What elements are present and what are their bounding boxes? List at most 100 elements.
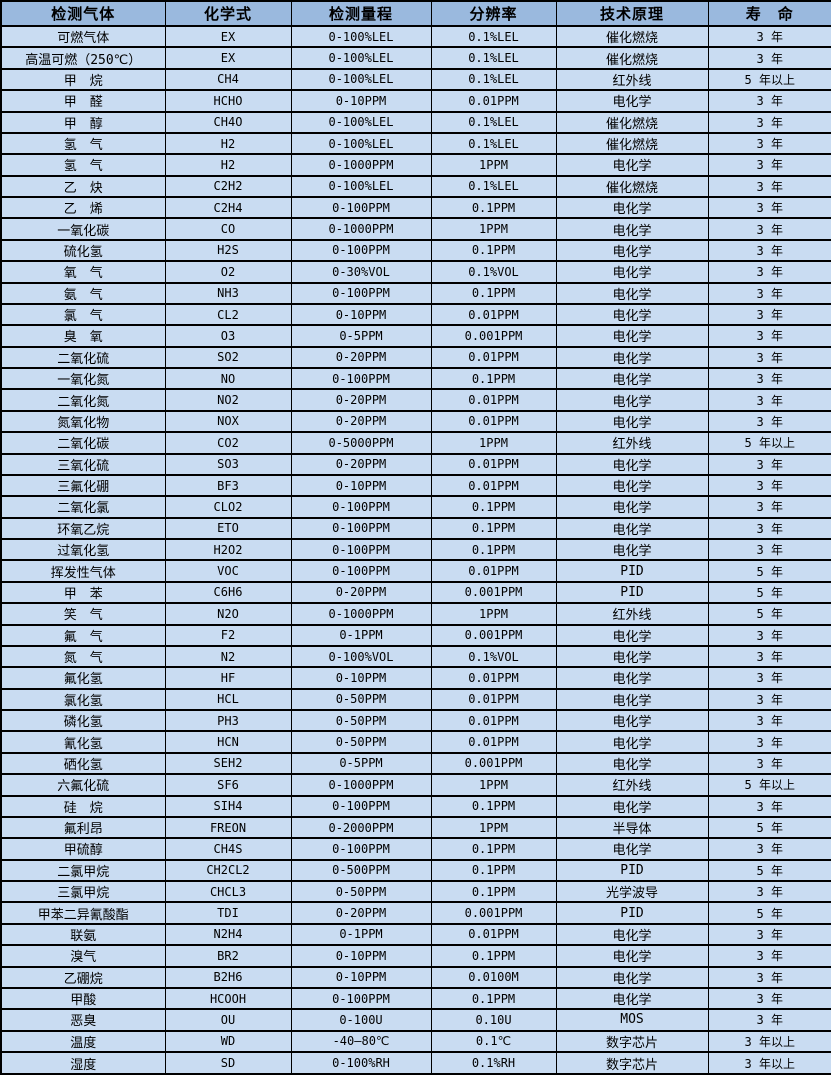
- table-cell: 红外线: [555, 602, 709, 626]
- table-cell: 二氧化硫: [0, 345, 166, 370]
- table-cell: 臭 氧: [0, 324, 166, 348]
- table-header: 检测气体 化学式 检测量程 分辨率 技术原理 寿 命: [0, 0, 831, 27]
- column-header-gas: 检测气体: [0, 0, 166, 27]
- table-row: 氯化氢 HCL 0-50PPM 0.01PPM 电化学 3 年: [0, 687, 831, 712]
- table-cell: 三氧化硫: [0, 452, 166, 476]
- table-cell: MOS: [555, 1008, 709, 1032]
- table-cell: 电化学: [555, 965, 709, 989]
- table-row: 甲硫醇 CH4S 0-100PPM 0.1PPM 电化学 3 年: [0, 837, 831, 861]
- table-cell: 电化学: [555, 516, 709, 541]
- table-cell: BF3: [164, 473, 292, 498]
- table-cell: 二氧化碳: [0, 431, 166, 455]
- table-cell: 1PPM: [430, 153, 557, 177]
- table-cell: 氟利昂: [0, 815, 166, 840]
- table-cell: 0.1PPM: [430, 281, 557, 305]
- table-cell: 3 年: [707, 837, 831, 861]
- table-cell: NH3: [164, 281, 292, 305]
- table-cell: CH2CL2: [164, 858, 292, 883]
- table-cell: 电化学: [555, 708, 709, 733]
- table-cell: 0-100PPM: [290, 495, 432, 519]
- table-row: 恶臭 OU 0-100U 0.10U MOS 3 年: [0, 1008, 831, 1032]
- table-cell: 3 年: [707, 708, 831, 733]
- table-cell: VOC: [164, 559, 292, 583]
- table-cell: 0-100%RH: [290, 1051, 432, 1075]
- table-cell: 0.1%LEL: [430, 174, 557, 199]
- table-cell: 氮 气: [0, 644, 166, 669]
- table-cell: EX: [164, 46, 292, 70]
- table-cell: 电化学: [555, 537, 709, 562]
- table-cell: 电化学: [555, 452, 709, 476]
- table-cell: 甲 醛: [0, 89, 166, 113]
- table-cell: 0-500PPM: [290, 858, 432, 883]
- table-cell: 0-30%VOL: [290, 260, 432, 284]
- table-cell: 二氧化氯: [0, 495, 166, 519]
- table-row: 氨 气 NH3 0-100PPM 0.1PPM 电化学 3 年: [0, 281, 831, 305]
- table-row: 氮氧化物 NOX 0-20PPM 0.01PPM 电化学 3 年: [0, 409, 831, 434]
- table-cell: 5 年以上: [707, 67, 831, 92]
- table-cell: SO2: [164, 345, 292, 370]
- table-cell: 0-1PPM: [290, 922, 432, 947]
- table-cell: 3 年: [707, 46, 831, 70]
- table-cell: 电化学: [555, 730, 709, 754]
- header-row: 检测气体 化学式 检测量程 分辨率 技术原理 寿 命: [0, 0, 831, 27]
- table-cell: B2H6: [164, 965, 292, 989]
- table-cell: 氢 气: [0, 131, 166, 156]
- table-cell: 0-100%LEL: [290, 67, 432, 92]
- table-cell: 0.01PPM: [430, 687, 557, 712]
- table-cell: 硫化氢: [0, 238, 166, 263]
- table-cell: H2O2: [164, 537, 292, 562]
- table-cell: 0.1PPM: [430, 195, 557, 220]
- table-cell: 0-100PPM: [290, 794, 432, 818]
- table-cell: 3 年: [707, 623, 831, 647]
- table-cell: 0-10PPM: [290, 944, 432, 968]
- table-cell: 0-10PPM: [290, 473, 432, 498]
- table-row: 硫化氢 H2S 0-100PPM 0.1PPM 电化学 3 年: [0, 238, 831, 263]
- table-cell: 0.01PPM: [430, 89, 557, 113]
- table-cell: 5 年: [707, 901, 831, 925]
- table-cell: 0.1%LEL: [430, 110, 557, 134]
- table-cell: 0.01PPM: [430, 730, 557, 754]
- table-cell: 电化学: [555, 302, 709, 327]
- table-cell: 硅 烷: [0, 794, 166, 818]
- table-cell: PH3: [164, 708, 292, 733]
- table-cell: HCHO: [164, 89, 292, 113]
- table-cell: 电化学: [555, 366, 709, 391]
- table-cell: 二氯甲烷: [0, 858, 166, 883]
- table-cell: 1PPM: [430, 217, 557, 241]
- table-cell: 0.1PPM: [430, 794, 557, 818]
- table-cell: PID: [555, 580, 709, 605]
- table-row: 甲苯二异氰酸酯 TDI 0-20PPM 0.001PPM PID 5 年: [0, 901, 831, 925]
- table-cell: 3 年: [707, 110, 831, 134]
- table-cell: 0.1PPM: [430, 516, 557, 541]
- table-cell: CLO2: [164, 495, 292, 519]
- table-cell: N2H4: [164, 922, 292, 947]
- table-cell: 0.1PPM: [430, 495, 557, 519]
- table-cell: 催化燃烧: [555, 46, 709, 70]
- table-cell: -40—80℃: [290, 1029, 432, 1054]
- table-cell: 0-100PPM: [290, 516, 432, 541]
- column-header-lifespan: 寿 命: [707, 0, 831, 27]
- table-cell: 电化学: [555, 260, 709, 284]
- table-cell: 半导体: [555, 815, 709, 840]
- table-cell: O2: [164, 260, 292, 284]
- table-cell: H2: [164, 131, 292, 156]
- table-cell: 0.01PPM: [430, 345, 557, 370]
- table-cell: 0-100%LEL: [290, 24, 432, 49]
- table-cell: 3 年: [707, 217, 831, 241]
- table-cell: 0-50PPM: [290, 708, 432, 733]
- table-row: 氟化氢 HF 0-10PPM 0.01PPM 电化学 3 年: [0, 666, 831, 690]
- table-cell: 催化燃烧: [555, 131, 709, 156]
- table-cell: 3 年: [707, 324, 831, 348]
- table-cell: 0-50PPM: [290, 730, 432, 754]
- table-row: 一氧化碳 CO 0-1000PPM 1PPM 电化学 3 年: [0, 217, 831, 241]
- table-cell: 电化学: [555, 794, 709, 818]
- table-cell: 六氟化硫: [0, 773, 166, 797]
- table-cell: CH4S: [164, 837, 292, 861]
- table-cell: 乙硼烷: [0, 965, 166, 989]
- table-row: 氟利昂 FREON 0-2000PPM 1PPM 半导体 5 年: [0, 815, 831, 840]
- table-cell: 3 年: [707, 409, 831, 434]
- table-cell: 0.01PPM: [430, 473, 557, 498]
- table-row: 氧 气 O2 0-30%VOL 0.1%VOL 电化学 3 年: [0, 260, 831, 284]
- table-cell: 0-20PPM: [290, 580, 432, 605]
- table-cell: 甲硫醇: [0, 837, 166, 861]
